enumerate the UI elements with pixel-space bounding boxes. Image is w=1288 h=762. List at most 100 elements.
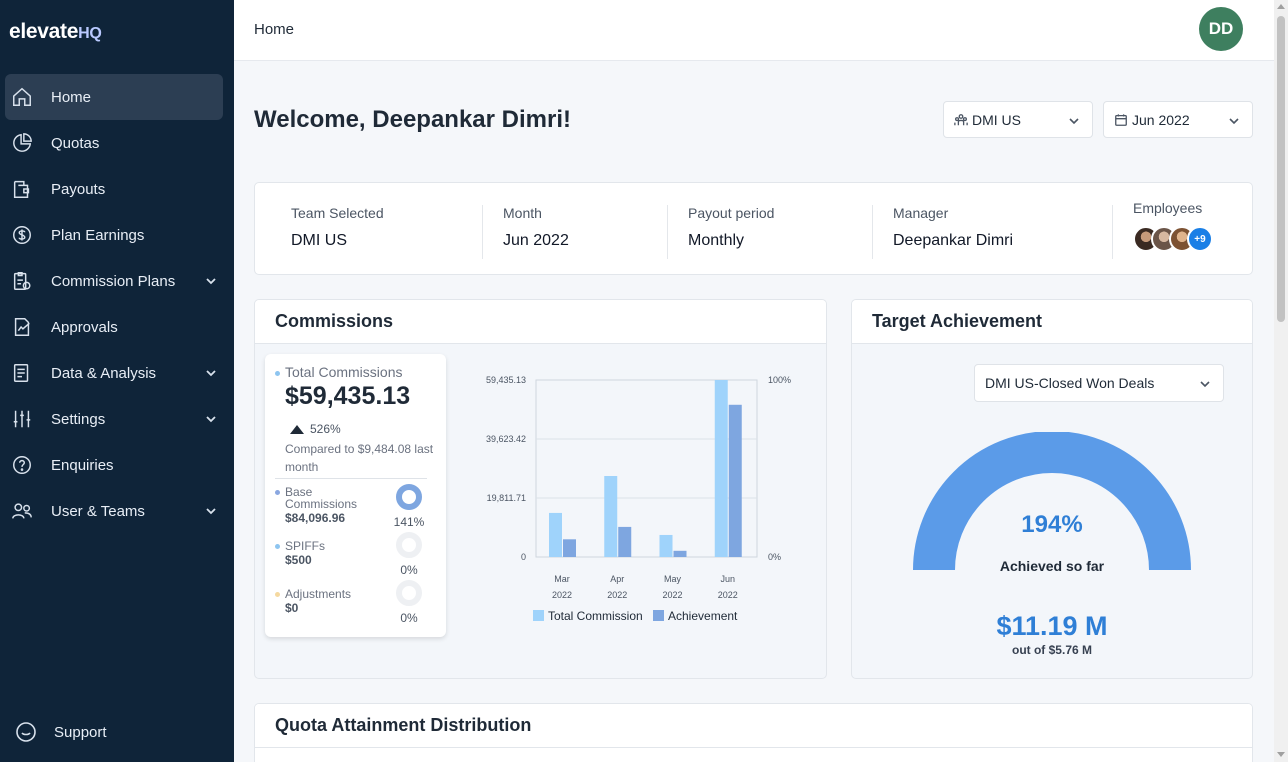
sidebar-item-payouts[interactable]: Payouts [5, 166, 223, 212]
scroll-up-arrow[interactable] [1277, 4, 1285, 9]
team-label: Team Selected [291, 205, 384, 221]
chevron-down-icon [1199, 377, 1211, 389]
base-commissions-row: Base Commissions $84,096.96 [275, 486, 440, 525]
total-commissions-label: Total Commissions [275, 364, 402, 380]
bar-achievement[interactable] [563, 539, 576, 557]
arrow-up-icon [290, 424, 304, 434]
target-select[interactable]: DMI US-Closed Won Deals [974, 364, 1224, 402]
bar-total-commission[interactable] [659, 534, 673, 557]
chart-labels: 59,435.13 39,623.42 19,811.71 0 100% 0% Mar 202… [486, 375, 791, 623]
breakdown-percent: 0% [400, 563, 418, 577]
sidebar-item-label: Plan Earnings [51, 226, 145, 244]
x-tick-label: 2022 [552, 590, 572, 600]
x-tick-label: 2022 [718, 590, 738, 600]
sidebar-item-label: Quotas [51, 134, 100, 152]
sidebar-item-label: Commission Plans [51, 272, 176, 290]
sidebar-item-approvals[interactable]: Approvals [5, 304, 223, 350]
change-percent: 526% [290, 422, 341, 436]
support-button[interactable]: Support [14, 720, 107, 744]
chevron-down-icon [1068, 114, 1080, 126]
breakdown-label: Base Commissions [285, 485, 358, 511]
legend-dot [275, 490, 280, 496]
sidebar-item-commission-plans[interactable]: Commission Plans [5, 258, 223, 304]
bar-total-commission[interactable] [549, 512, 562, 557]
manager-info: Manager Deepankar Dimri [893, 205, 1013, 250]
sidebar-nav: Home Quotas Payouts Plan Earnings Commis… [0, 74, 234, 534]
breakdown-amount: $84,096.96 [285, 511, 346, 525]
sidebar-item-label: Data & Analysis [51, 364, 157, 382]
report-icon [11, 362, 33, 384]
adjustments-row: Adjustments $0 [275, 588, 440, 615]
sidebar-item-label: User & Teams [51, 502, 145, 520]
team-select-value: DMI US [972, 111, 1021, 128]
legend-label[interactable]: Achievement [668, 609, 738, 623]
user-avatar[interactable]: DD [1199, 7, 1243, 51]
commission-summary: Total Commissions $59,435.13 526% Compar… [265, 354, 446, 637]
page-title: Welcome, Deepankar Dimri! [254, 106, 572, 133]
breakdown-amount: $500 [285, 553, 312, 567]
sidebar-item-settings[interactable]: Settings [5, 396, 223, 442]
gauge-arc [913, 432, 1191, 571]
scrollbar-thumb[interactable] [1277, 16, 1285, 322]
chat-icon [16, 722, 36, 742]
month-info: Month Jun 2022 [503, 205, 569, 250]
sidebar: elevateHQ Home Quotas Payouts Plan Earni… [0, 0, 234, 762]
sidebar-item-enquiries[interactable]: Enquiries [5, 442, 223, 488]
achieved-amount: $11.19 M [996, 611, 1108, 641]
top-bar: Home DD [234, 0, 1274, 61]
gauge-percent: 194% [1021, 511, 1083, 538]
breakdown-percent: 0% [400, 611, 418, 625]
x-tick-label: 2022 [607, 590, 627, 600]
y2-tick-label: 0% [768, 552, 781, 562]
manager-value: Deepankar Dimri [893, 232, 1014, 249]
scrollbar[interactable] [1274, 0, 1288, 762]
bar-achievement[interactable] [728, 404, 742, 557]
divider [1112, 205, 1113, 259]
month-select-value: Jun 2022 [1132, 111, 1190, 128]
sidebar-item-quotas[interactable]: Quotas [5, 120, 223, 166]
sidebar-item-data-analysis[interactable]: Data & Analysis [5, 350, 223, 396]
legend-swatch [533, 610, 544, 621]
legend-label[interactable]: Total Commission [548, 609, 643, 623]
payout-period-value: Monthly [688, 232, 745, 249]
bar-total-commission[interactable] [604, 475, 618, 557]
team-info: Team Selected DMI US [291, 205, 384, 250]
chevron-down-icon [205, 366, 217, 378]
quota-attainment-panel: Quota Attainment Distribution [254, 703, 1253, 762]
sidebar-item-home[interactable]: Home [5, 74, 223, 120]
x-tick-label: Apr [610, 574, 624, 584]
home-icon [11, 86, 33, 108]
breadcrumb[interactable]: Home [254, 21, 295, 38]
month-label: Month [503, 205, 542, 221]
users-icon [11, 500, 33, 522]
logo[interactable]: elevateHQ [9, 20, 102, 43]
sidebar-item-user-teams[interactable]: User & Teams [5, 488, 223, 534]
month-value: Jun 2022 [503, 232, 569, 249]
more-employees-badge[interactable]: +9 [1187, 226, 1213, 252]
sidebar-item-plan-earnings[interactable]: Plan Earnings [5, 212, 223, 258]
divider [482, 205, 483, 259]
employee-avatars[interactable]: +9 [1133, 226, 1213, 252]
bar-achievement[interactable] [673, 550, 687, 557]
target-achievement-panel: Target Achievement DMI US-Closed Won Dea… [851, 299, 1253, 679]
employees-info: Employees +9 [1133, 200, 1213, 252]
chevron-down-icon [205, 504, 217, 516]
support-label: Support [54, 723, 107, 741]
quota-title: Quota Attainment Distribution [255, 704, 1252, 748]
clipboard-icon [11, 270, 33, 292]
bar-achievement[interactable] [618, 526, 632, 557]
spiffs-ring [396, 532, 422, 558]
payout-period-label: Payout period [688, 205, 775, 221]
team-select[interactable]: DMI US [943, 101, 1093, 138]
pie-chart-icon [11, 132, 33, 154]
y-tick-label: 39,623.42 [486, 434, 526, 444]
chevron-down-icon [205, 274, 217, 286]
bar-total-commission[interactable] [714, 380, 728, 557]
month-select[interactable]: Jun 2022 [1103, 101, 1253, 138]
dollar-icon [11, 224, 33, 246]
chevron-down-icon [205, 412, 217, 424]
commissions-bar-chart: 59,435.13 39,623.42 19,811.71 0 100% 0% Mar 202… [486, 375, 791, 623]
scroll-down-arrow[interactable] [1277, 752, 1285, 757]
achieved-label: Achieved so far [999, 558, 1105, 574]
legend-dot [275, 544, 280, 550]
